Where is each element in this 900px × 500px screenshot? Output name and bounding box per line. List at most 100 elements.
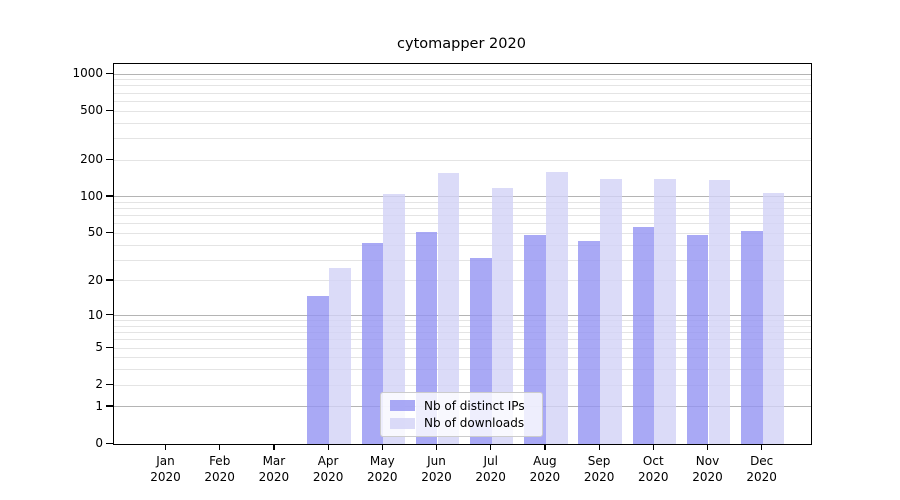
gridline-minor (114, 215, 811, 217)
y-tick (106, 314, 113, 316)
bar-downloads (491, 187, 514, 444)
gridline-minor (114, 201, 811, 203)
y-tick-label: 200 (80, 152, 103, 166)
bar-distinct-ips (415, 232, 438, 444)
legend-label-downloads: Nb of downloads (424, 416, 525, 431)
legend-label-distinct-ips: Nb of distinct IPs (424, 398, 525, 413)
x-tick-label: Sep 2020 (569, 453, 629, 485)
bar-distinct-ips (741, 231, 763, 444)
x-tick-label: Mar 2020 (244, 453, 304, 485)
gridline-minor (114, 100, 811, 102)
x-tick (327, 444, 329, 450)
gridline-minor (114, 357, 811, 359)
x-tick-label-line: 2020 (421, 470, 452, 484)
x-tick-label-line: Aug (533, 454, 557, 468)
gridline-minor (114, 137, 811, 139)
gridline-minor (114, 347, 811, 349)
x-tick-label: Dec 2020 (732, 453, 792, 485)
bar-downloads (762, 192, 785, 444)
x-tick-label: Nov 2020 (678, 453, 738, 485)
x-tick-label-line: Jul (483, 454, 498, 468)
x-tick (381, 444, 383, 450)
x-tick-label-line: 2020 (529, 470, 561, 484)
bar-distinct-ips (524, 234, 546, 444)
y-tick (106, 158, 113, 160)
y-tick (106, 346, 113, 348)
x-tick-label-line: 2020 (204, 470, 235, 484)
x-tick-label: May 2020 (352, 453, 412, 485)
gridline-major (114, 73, 811, 75)
chart-title: cytomapper 2020 (397, 36, 526, 52)
y-tick-label: 10 (87, 307, 103, 322)
gridline-minor (114, 85, 811, 87)
x-tick-label-line: Mar (262, 454, 286, 468)
x-tick-label: Jun 2020 (407, 453, 467, 485)
y-tick-label: 50 (87, 225, 103, 240)
x-tick-label-line: 2020 (258, 470, 290, 484)
gridline-minor (114, 208, 811, 210)
bar-downloads (545, 171, 568, 444)
legend-swatch-distinct-ips (390, 400, 415, 412)
gridline-minor (114, 223, 811, 225)
gridline-major (114, 315, 811, 317)
gridline-minor (114, 259, 811, 261)
y-tick-label: 100 (80, 188, 103, 203)
legend-swatch-downloads (390, 417, 415, 429)
legend-row: Nb of distinct IPs (390, 399, 533, 413)
x-tick (436, 444, 438, 450)
y-tick-label: 1 (95, 398, 103, 413)
y-tick-label: 1000 (72, 66, 103, 81)
y-tick (106, 72, 113, 74)
legend: Nb of distinct IPs Nb of downloads (380, 392, 543, 437)
x-tick-label-line: May (369, 454, 395, 468)
x-tick-label: Jul 2020 (461, 453, 521, 485)
y-tick (106, 109, 113, 111)
x-tick (165, 444, 167, 450)
gridline-minor (114, 244, 811, 246)
bar-distinct-ips (686, 234, 709, 444)
gridline-minor (114, 122, 811, 124)
y-tick (106, 231, 113, 234)
gridline-minor (114, 92, 811, 94)
bar-downloads (654, 179, 676, 444)
x-tick-label-line: Apr (317, 454, 339, 468)
y-tick (106, 442, 113, 444)
bar-downloads (708, 180, 731, 444)
x-tick-label-line: Sep (587, 454, 611, 468)
x-tick (707, 444, 709, 450)
gridline-minor (114, 325, 811, 327)
bar-downloads (437, 172, 460, 444)
y-tick-label: 500 (80, 103, 103, 118)
x-tick-label-line: 2020 (150, 470, 181, 484)
x-tick (598, 444, 600, 450)
x-tick-label-line: 2020 (312, 470, 344, 484)
bar-distinct-ips (632, 226, 655, 444)
gridline-minor (114, 110, 811, 112)
y-tick (106, 383, 113, 385)
x-tick-label-line: Dec (750, 454, 774, 468)
gridline-minor (114, 232, 811, 234)
gridline-major (114, 196, 811, 198)
gridline-minor (114, 79, 811, 81)
gridline-minor (114, 159, 811, 161)
gridline-minor (114, 320, 811, 322)
x-tick-label-line: Jan (156, 454, 175, 468)
x-tick (219, 444, 221, 450)
gridline-minor (114, 369, 811, 371)
x-tick (544, 444, 546, 450)
x-tick-label-line: 2020 (692, 470, 723, 484)
x-tick-label: Jan 2020 (136, 453, 196, 485)
x-tick-label-line: 2020 (475, 470, 506, 484)
y-tick-label: 0 (95, 436, 103, 450)
bar-distinct-ips (361, 242, 384, 444)
gridline-minor (114, 332, 811, 334)
x-tick-label: Apr 2020 (298, 453, 358, 485)
x-tick-label-line: 2020 (638, 470, 669, 484)
bar-downloads (329, 267, 351, 444)
x-tick (761, 444, 763, 450)
x-tick-label-line: 2020 (746, 470, 777, 484)
gridline-minor (114, 384, 811, 386)
y-tick (106, 405, 113, 407)
y-tick-label: 2 (95, 377, 103, 392)
